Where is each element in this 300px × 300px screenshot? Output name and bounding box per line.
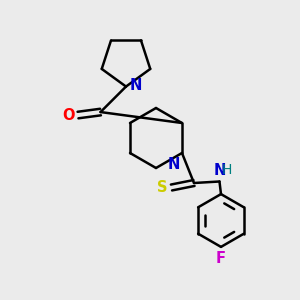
Text: N: N — [130, 77, 142, 92]
Text: F: F — [216, 251, 226, 266]
Text: N: N — [168, 157, 181, 172]
Text: O: O — [62, 107, 74, 122]
Text: N: N — [214, 163, 226, 178]
Text: H: H — [221, 163, 232, 177]
Text: S: S — [158, 180, 168, 195]
